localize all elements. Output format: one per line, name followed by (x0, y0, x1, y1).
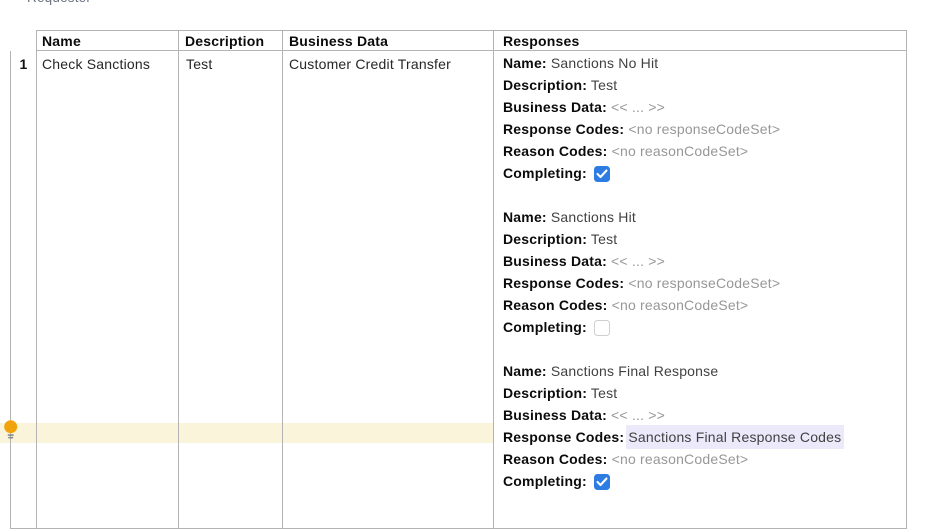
response-description-value: Test (590, 77, 618, 93)
header-row-number (11, 31, 37, 51)
response-codes-value: Sanctions Final Response Codes (626, 425, 845, 449)
reason-codes-line: Reason Codes: <no reasonCodeSet> (503, 140, 900, 162)
header-description: Description (178, 30, 283, 51)
response-name-line: Name: Sanctions Hit (503, 206, 900, 228)
business-data-label: Business Data: (503, 99, 607, 115)
response-business-data-value: << ... >> (611, 99, 665, 115)
response-description-value: Test (590, 231, 618, 247)
header-name: Name (36, 30, 179, 51)
business-data-value: Customer Credit Transfer (289, 56, 451, 72)
business-data-label: Business Data: (503, 253, 607, 269)
response-business-data-line: Business Data: << ... >> (503, 250, 900, 272)
response-codes-label: Response Codes: (503, 121, 625, 137)
response-description-line: Description: Test (503, 382, 900, 404)
reason-codes-line: Reason Codes: <no reasonCodeSet> (503, 448, 900, 470)
name-label: Name: (503, 209, 547, 225)
response-business-data-line: Business Data: << ... >> (503, 96, 900, 118)
name-label: Name: (503, 363, 547, 379)
description-label: Description: (503, 231, 588, 247)
response-codes-label: Response Codes: (503, 429, 625, 445)
response-business-data-value: << ... >> (611, 407, 665, 423)
name-label: Name: (503, 55, 547, 71)
lightbulb-hint-icon[interactable] (4, 420, 18, 440)
completing-line: Completing: (503, 162, 900, 184)
description-label: Description: (503, 77, 588, 93)
response-block-2: Name: Sanctions Hit Description: Test Bu… (503, 206, 900, 338)
completing-line: Completing: (503, 316, 900, 338)
response-block-1: Name: Sanctions No Hit Description: Test… (503, 52, 900, 184)
response-codes-value: <no responseCodeSet> (628, 121, 781, 137)
response-name-line: Name: Sanctions No Hit (503, 52, 900, 74)
name-cell[interactable]: Check Sanctions (36, 50, 179, 529)
response-description-value: Test (590, 385, 618, 401)
response-codes-line: Response Codes: <no responseCodeSet> (503, 272, 900, 294)
response-business-data-line: Business Data: << ... >> (503, 404, 900, 426)
completing-label: Completing: (503, 473, 587, 489)
response-codes-label: Response Codes: (503, 275, 625, 291)
response-codes-value: <no responseCodeSet> (628, 275, 781, 291)
response-name-value: Sanctions Hit (550, 209, 636, 225)
reason-codes-value: <no reasonCodeSet> (611, 451, 749, 467)
completing-checkbox[interactable] (593, 165, 610, 182)
description-label: Description: (503, 385, 588, 401)
business-data-label: Business Data: (503, 407, 607, 423)
response-name-value: Sanctions No Hit (550, 55, 659, 71)
reason-codes-label: Reason Codes: (503, 451, 608, 467)
reason-codes-value: <no reasonCodeSet> (611, 143, 749, 159)
table-row: 1 Check Sanctions Test Customer Credit T… (10, 50, 907, 529)
reason-codes-value: <no reasonCodeSet> (611, 297, 749, 313)
row-number-cell: 1 (10, 50, 37, 529)
response-business-data-value: << ... >> (611, 253, 665, 269)
reason-codes-line: Reason Codes: <no reasonCodeSet> (503, 294, 900, 316)
response-codes-line: Response Codes: <no responseCodeSet> (503, 118, 900, 140)
header-responses: Responses (493, 30, 907, 51)
definition-table: Name Description Business Data Responses… (10, 30, 907, 529)
response-name-line: Name: Sanctions Final Response (503, 360, 900, 382)
table-header-row: Name Description Business Data Responses (11, 30, 907, 51)
business-data-cell[interactable]: Customer Credit Transfer (282, 50, 494, 529)
completing-checkbox[interactable] (593, 473, 610, 490)
response-codes-line: Response Codes: Sanctions Final Response… (503, 425, 900, 449)
responses-cell[interactable]: Name: Sanctions No Hit Description: Test… (493, 50, 907, 529)
reason-codes-label: Reason Codes: (503, 297, 608, 313)
response-name-value: Sanctions Final Response (550, 363, 719, 379)
reason-codes-label: Reason Codes: (503, 143, 608, 159)
completing-label: Completing: (503, 319, 587, 335)
completing-line: Completing: (503, 470, 900, 492)
completing-checkbox[interactable] (593, 319, 610, 336)
description-cell[interactable]: Test (178, 50, 283, 529)
response-description-line: Description: Test (503, 228, 900, 250)
completing-label: Completing: (503, 165, 587, 181)
response-description-line: Description: Test (503, 74, 900, 96)
response-block-3: Name: Sanctions Final Response Descripti… (503, 360, 900, 492)
description-value: Test (186, 56, 213, 72)
requester-label: Requester (27, 0, 91, 5)
header-business-data: Business Data (282, 30, 494, 51)
name-value: Check Sanctions (42, 56, 151, 72)
